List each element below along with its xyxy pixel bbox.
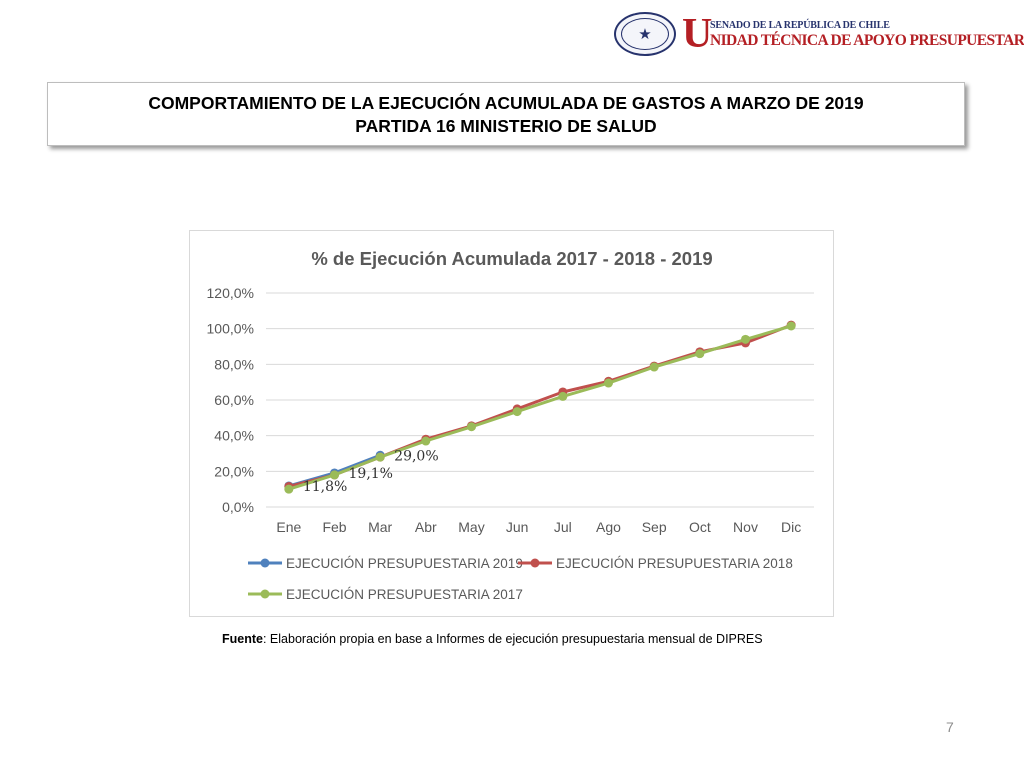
x-tick-label: Feb [322,519,346,535]
data-point [604,378,613,388]
x-tick-label: Jul [554,519,572,535]
data-point [786,321,796,331]
source-note: Fuente: Elaboración propia en base a Inf… [222,632,763,646]
data-point [467,422,476,432]
legend-swatch-marker [530,558,540,568]
data-label: 19,1% [349,466,393,482]
data-label: 29,0% [394,448,438,464]
data-point [558,391,568,401]
chart-title: % de Ejecución Acumulada 2017 - 2018 - 2… [311,248,712,269]
y-tick-label: 80,0% [214,356,254,372]
x-tick-label: Oct [689,519,711,535]
y-tick-label: 0,0% [222,499,254,515]
series-line [287,324,793,491]
y-tick-label: 120,0% [207,285,254,301]
logo-unit-text: NIDAD TÉCNICA DE APOYO PRESUPUESTARIO [710,32,1024,49]
x-tick-label: Abr [415,519,437,535]
y-tick-label: 20,0% [214,463,254,479]
slide-title-box: COMPORTAMIENTO DE LA EJECUCIÓN ACUMULADA… [47,82,965,146]
source-text: : Elaboración propia en base a Informes … [262,632,763,646]
x-tick-label: Ago [596,519,621,535]
data-point [741,334,750,344]
source-label: Fuente [222,632,263,646]
x-tick-label: Mar [368,519,392,535]
page-number: 7 [946,719,954,735]
logo-senado-text: SENADO DE LA REPÚBLICA DE CHILE [710,20,890,31]
legend-label: EJECUCIÓN PRESUPUESTARIA 2017 [286,587,523,602]
legend-swatch-marker [260,558,270,568]
data-point [330,470,339,480]
x-tick-label: Dic [781,519,801,535]
data-point [512,407,522,417]
senado-seal-icon: ★ [614,12,676,56]
data-point [421,436,431,446]
y-tick-label: 100,0% [207,321,254,337]
data-point [284,484,294,494]
data-point [695,349,705,359]
x-tick-label: Nov [733,519,758,535]
slide-title-line2: PARTIDA 16 MINISTERIO DE SALUD [355,116,657,136]
x-tick-label: Ene [276,519,301,535]
x-tick-label: May [458,519,484,535]
data-point [375,452,385,462]
legend-label: EJECUCIÓN PRESUPUESTARIA 2019 [286,556,523,571]
data-point [649,362,659,372]
y-tick-label: 60,0% [214,392,254,408]
chart-canvas: % de Ejecución Acumulada 2017 - 2018 - 2… [207,248,814,602]
y-tick-label: 40,0% [214,428,254,444]
legend-label: EJECUCIÓN PRESUPUESTARIA 2018 [556,556,793,571]
x-tick-label: Jun [506,519,529,535]
data-label: 11,8% [303,479,347,495]
senate-logo: ★ U SENADO DE LA REPÚBLICA DE CHILE NIDA… [614,11,1024,62]
slide-title-line1: COMPORTAMIENTO DE LA EJECUCIÓN ACUMULADA… [148,93,864,113]
logo-initial: U [682,11,713,57]
x-tick-label: Sep [642,519,667,535]
legend-swatch-marker [260,589,270,599]
line-chart: % de Ejecución Acumulada 2017 - 2018 - 2… [189,230,834,617]
